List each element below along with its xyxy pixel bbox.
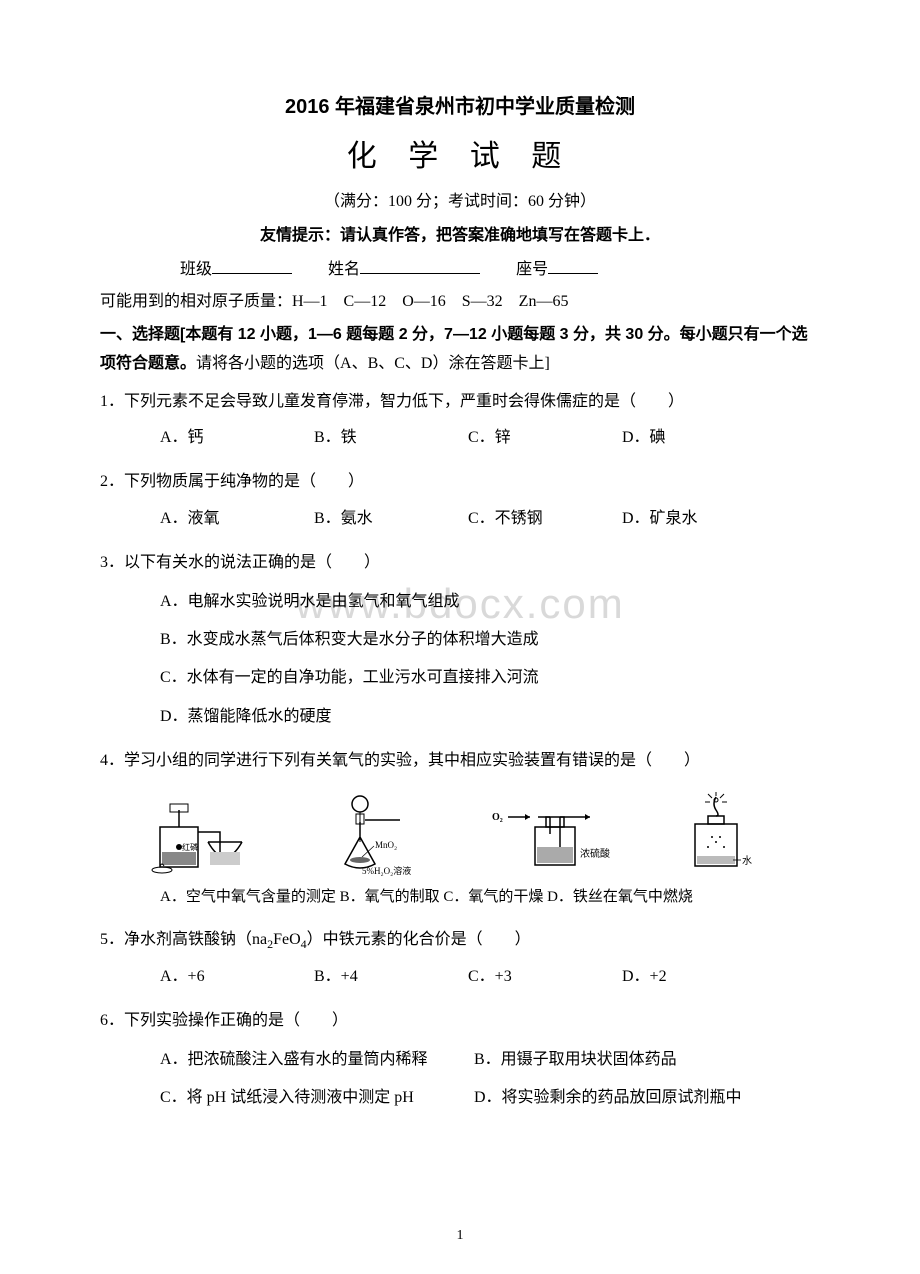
hint-text: 友情提示：请认真作答，把答案准确地填写在答题卡上． — [100, 221, 820, 245]
question-1: 1．下列元素不足会导致儿童发育停滞，智力低下，严重时会得侏儒症的是（ ） A．钙… — [100, 387, 820, 454]
q5-opt-c: C．+3 — [468, 962, 618, 992]
q1-text: 1．下列元素不足会导致儿童发育停滞，智力低下，严重时会得侏儒症的是（ ） — [100, 387, 820, 417]
svg-text:水: 水 — [742, 855, 752, 867]
q4-options: A．空气中氧气含量的测定 B．氧气的制取 C．氧气的干燥 D．铁丝在氧气中燃烧 — [100, 883, 820, 912]
q2-text: 2．下列物质属于纯净物的是（ ） — [100, 467, 820, 497]
svg-text:红磷: 红磷 — [182, 842, 198, 852]
q6-opt-d: D．将实验剩余的药品放回原试剂瓶中 — [474, 1089, 742, 1106]
label-class: 班级 — [180, 261, 212, 278]
q4-text: 4．学习小组的同学进行下列有关氧气的实验，其中相应实验装置有错误的是（ ） — [100, 746, 820, 776]
q6-opt-c: C．将 pH 试纸浸入待测液中测定 pH — [160, 1083, 470, 1113]
svg-text:MnO₂: MnO₂ — [375, 840, 397, 850]
page-number: 1 — [0, 1228, 920, 1244]
svg-text:O₂: O₂ — [492, 812, 503, 823]
title-sub: 化 学 试 题 — [100, 131, 820, 175]
q5-opt-a: A．+6 — [160, 962, 310, 992]
q2-opt-a: A．液氧 — [160, 504, 310, 534]
q3-opt-b: B．水变成水蒸气后体积变大是水分子的体积增大造成 — [160, 625, 820, 655]
q2-options: A．液氧 B．氨水 C．不锈钢 D．矿泉水 — [100, 504, 820, 534]
question-5: 5．净水剂高铁酸钠（na2FeO4）中铁元素的化合价是（ ） A．+6 B．+4… — [100, 925, 820, 992]
q1-options: A．钙 B．铁 C．锌 D．碘 — [100, 423, 820, 453]
question-4: 4．学习小组的同学进行下列有关氧气的实验，其中相应实验装置有错误的是（ ） 红磷 — [100, 746, 820, 911]
q2-opt-c: C．不锈钢 — [468, 504, 618, 534]
q4-figure-d: 水 — [660, 792, 810, 877]
question-2: 2．下列物质属于纯净物的是（ ） A．液氧 B．氨水 C．不锈钢 D．矿泉水 — [100, 467, 820, 534]
q1-opt-b: B．铁 — [314, 423, 464, 453]
q1-opt-c: C．锌 — [468, 423, 618, 453]
exam-info: （满分：100 分；考试时间：60 分钟） — [100, 187, 820, 211]
q2-opt-d: D．矿泉水 — [622, 504, 772, 534]
title-main: 2016 年福建省泉州市初中学业质量检测 — [100, 90, 820, 119]
q3-opt-a: A．电解水实验说明水是由氢气和氧气组成 — [160, 587, 820, 617]
label-name: 姓名 — [328, 261, 360, 278]
q5-opt-d: D．+2 — [622, 962, 772, 992]
label-seat: 座号 — [516, 261, 548, 278]
section-1-header: 一、选择题[本题有 12 小题，1—6 题每题 2 分，7—12 小题每题 3 … — [100, 321, 820, 379]
q6-options: A．把浓硫酸注入盛有水的量筒内稀释 B．用镊子取用块状固体药品 C．将 pH 试… — [100, 1045, 820, 1114]
q5-text: 5．净水剂高铁酸钠（na2FeO4）中铁元素的化合价是（ ） — [100, 925, 820, 956]
q3-opt-d: D．蒸馏能降低水的硬度 — [160, 702, 820, 732]
q4-figure-a: 红磷 — [150, 792, 300, 877]
q5-options: A．+6 B．+4 C．+3 D．+2 — [100, 962, 820, 992]
question-3: 3．以下有关水的说法正确的是（ ） A．电解水实验说明水是由氢气和氧气组成 B．… — [100, 548, 820, 732]
q6-opt-a: A．把浓硫酸注入盛有水的量筒内稀释 — [160, 1045, 470, 1075]
atomic-mass-info: 可能用到的相对原子质量：H—1 C—12 O—16 S—32 Zn—65 — [100, 287, 820, 311]
q1-opt-d: D．碘 — [622, 423, 772, 453]
q3-options: A．电解水实验说明水是由氢气和氧气组成 B．水变成水蒸气后体积变大是水分子的体积… — [100, 587, 820, 733]
section-header-normal: 请将各小题的选项（A、B、C、D）涂在答题卡上] — [196, 355, 550, 372]
svg-text:5%H₂O₂溶液: 5%H₂O₂溶液 — [362, 865, 411, 876]
q6-opt-b: B．用镊子取用块状固体药品 — [474, 1051, 677, 1068]
q4-figure-b: MnO₂ 5%H₂O₂溶液 — [320, 792, 470, 877]
q1-opt-a: A．钙 — [160, 423, 310, 453]
q3-text: 3．以下有关水的说法正确的是（ ） — [100, 548, 820, 578]
q4-figures: 红磷 MnO₂ 5%H₂O₂溶液 — [140, 787, 820, 877]
student-info-row: 班级 姓名 座号 — [100, 255, 820, 279]
q2-opt-b: B．氨水 — [314, 504, 464, 534]
q3-opt-c: C．水体有一定的自净功能，工业污水可直接排入河流 — [160, 663, 820, 693]
q6-text: 6．下列实验操作正确的是（ ） — [100, 1006, 820, 1036]
question-6: 6．下列实验操作正确的是（ ） A．把浓硫酸注入盛有水的量筒内稀释 B．用镊子取… — [100, 1006, 820, 1113]
q5-opt-b: B．+4 — [314, 962, 464, 992]
q4-figure-c: O₂ 浓硫酸 — [490, 792, 640, 877]
svg-text:浓硫酸: 浓硫酸 — [580, 847, 610, 860]
